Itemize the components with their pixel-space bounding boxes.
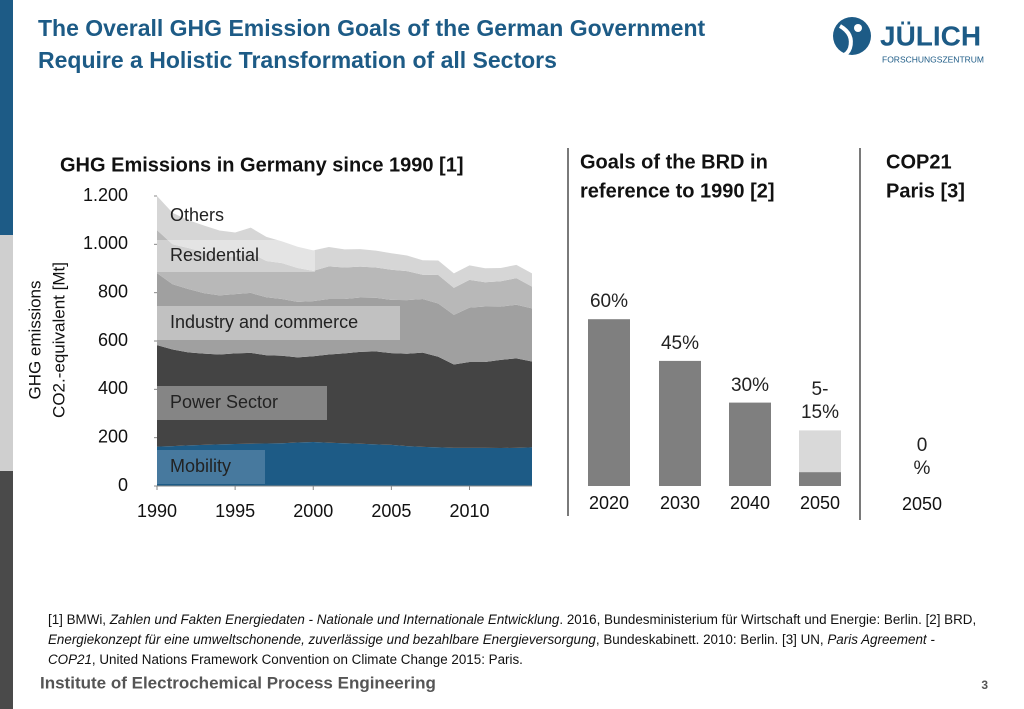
- chart-title: Paris [3]: [886, 180, 965, 202]
- series-label: Industry and commerce: [170, 312, 358, 332]
- bar: [729, 402, 771, 486]
- y-tick-label: 400: [98, 378, 128, 398]
- series-label: Mobility: [170, 456, 231, 476]
- area-series: [157, 230, 532, 315]
- x-tick-label: 2030: [660, 493, 700, 513]
- x-tick-label: 2050: [800, 493, 840, 513]
- series-label-box: [157, 386, 327, 420]
- bar: [659, 360, 701, 486]
- bar: [799, 472, 841, 486]
- y-axis-label: GHG emissions: [25, 280, 44, 399]
- references: [1] BMWi, Zahlen und Fakten Energiedaten…: [48, 610, 978, 670]
- slide-title: The Overall GHG Emission Goals of the Ge…: [38, 15, 706, 41]
- side-band: [0, 471, 13, 709]
- value-label: 30%: [730, 374, 770, 396]
- series-label: Others: [170, 205, 224, 225]
- y-tick-label: 1.000: [83, 233, 128, 253]
- reference-text: . 2016, Bundesministerium für Wirtschaft…: [559, 612, 926, 627]
- value-label: 0 %: [913, 435, 931, 479]
- reference-title: Paris Agreement - COP21: [48, 632, 935, 667]
- area-series: [157, 345, 532, 449]
- page-number: 3: [981, 678, 988, 692]
- x-tick-label: 2040: [730, 493, 770, 513]
- reference-title: Zahlen und Fakten Energiedaten - Nationa…: [109, 612, 560, 627]
- side-band: [0, 235, 13, 471]
- bar: [588, 319, 630, 486]
- value-label: 5-15%: [800, 379, 840, 424]
- chart-title: GHG Emissions in Germany since 1990 [1]: [60, 154, 464, 176]
- reference-title: Energiekonzept für eine umweltschonende,…: [48, 632, 596, 647]
- side-band: [0, 0, 13, 235]
- chart-title: Goals of the BRD in: [580, 151, 768, 173]
- reference-text: [2] BRD,: [925, 612, 977, 627]
- x-tick-label: 1990: [137, 501, 177, 521]
- y-tick-label: 1.200: [83, 185, 128, 205]
- y-tick-label: 600: [98, 330, 128, 350]
- area-series: [157, 273, 532, 365]
- logo-icon: [833, 17, 871, 58]
- chart-title: reference to 1990 [2]: [580, 180, 775, 202]
- series-label: Residential: [170, 245, 259, 265]
- value-label: 60%: [589, 291, 629, 313]
- value-label: 45%: [660, 332, 700, 354]
- series-label-box: [157, 450, 265, 484]
- x-tick-label: 2000: [293, 501, 333, 521]
- y-tick-label: 200: [98, 426, 128, 446]
- logo-subtext: FORSCHUNGSZENTRUM: [882, 54, 984, 64]
- series-label-box: [157, 306, 400, 340]
- x-tick-label: 2010: [449, 501, 489, 521]
- y-tick-label: 0: [118, 475, 128, 495]
- reference-text: , United Nations Framework Convention on…: [91, 652, 523, 667]
- reference-text: [3] UN,: [781, 632, 828, 647]
- series-label: Power Sector: [170, 392, 278, 412]
- logo-text: JÜLICH: [880, 20, 981, 51]
- slide-title: Require a Holistic Transformation of all…: [38, 47, 557, 73]
- bar: [799, 430, 841, 473]
- reference-text: [1] BMWi,: [48, 612, 110, 627]
- y-tick-label: 800: [98, 281, 128, 301]
- footer-institute: Institute of Electrochemical Process Eng…: [40, 673, 436, 692]
- x-tick-label: 2005: [371, 501, 411, 521]
- chart-title: COP21: [886, 151, 952, 173]
- y-axis-label: CO2.-equivalent [Mt]: [49, 262, 68, 418]
- x-tick-label: 2050: [902, 494, 942, 514]
- area-series: [157, 196, 532, 288]
- series-label-box: [157, 240, 315, 272]
- x-tick-label: 2020: [589, 493, 629, 513]
- x-tick-label: 1995: [215, 501, 255, 521]
- reference-text: , Bundeskabinett. 2010: Berlin.: [595, 632, 782, 647]
